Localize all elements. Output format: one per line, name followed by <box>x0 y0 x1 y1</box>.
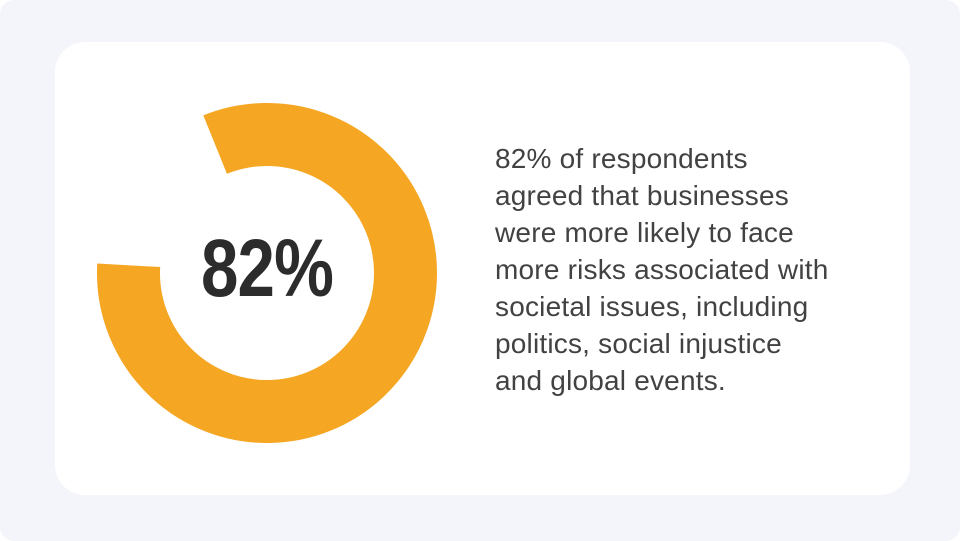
donut-center-value: 82% <box>200 223 334 314</box>
donut-chart: 82% <box>97 103 437 443</box>
donut-arc <box>97 103 437 443</box>
stat-description: 82% of respondents agreed that businesse… <box>495 143 829 396</box>
donut-chart-svg <box>97 103 437 443</box>
stat-card: 82% 82% of respondents agreed that busin… <box>55 42 910 495</box>
